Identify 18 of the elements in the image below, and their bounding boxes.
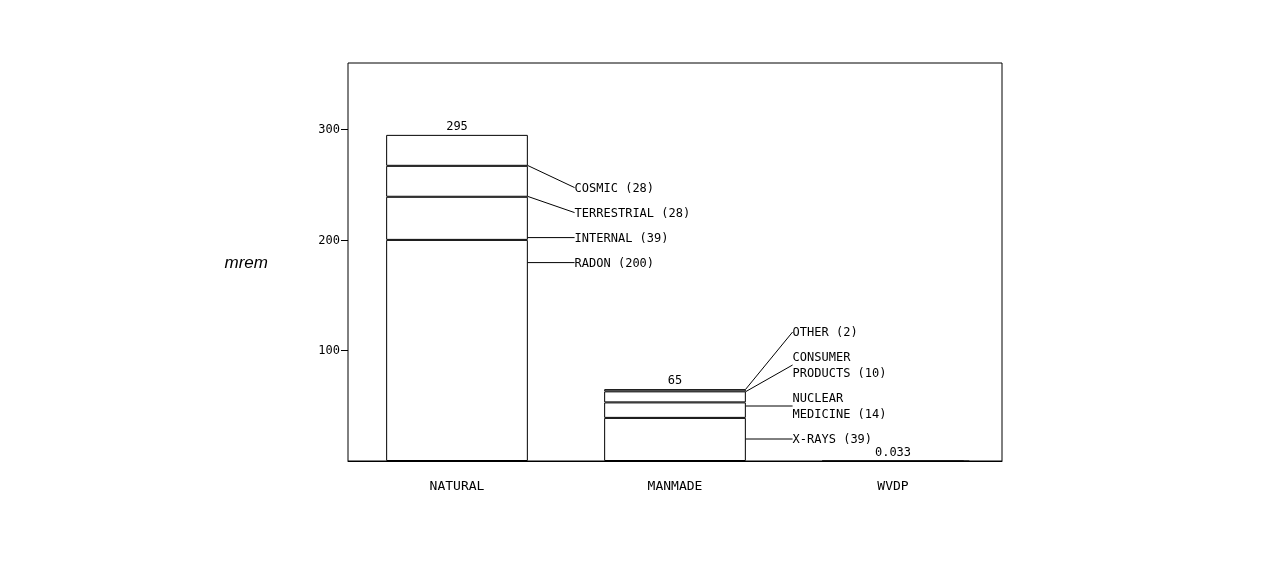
x-tick-label: WVDP (877, 478, 909, 493)
data-label: RADON (200) (574, 255, 655, 270)
data-label: NUCLEAR MEDICINE (14) (792, 391, 887, 421)
total-label: 295 (446, 118, 468, 133)
data-label: X-RAYS (39) (792, 432, 873, 446)
data-label: CONSUMER PRODUCTS (10) (792, 350, 887, 380)
total-label: 65 (667, 373, 683, 388)
data-label: OTHER (2) (792, 325, 858, 339)
data-label: TERRESTRIAL (28) (574, 205, 691, 220)
y-axis-title: mrem (224, 252, 268, 272)
x-tick-label: NATURAL (429, 478, 485, 493)
x-tick-label: MANMADE (647, 478, 703, 493)
data-label: COSMIC (28) (574, 180, 655, 195)
y-tick-label: 100 (318, 343, 340, 358)
total-label: 0.033 (874, 444, 912, 459)
data-label: INTERNAL (39) (574, 230, 669, 245)
y-tick-label: 300 (318, 122, 340, 137)
y-tick-label: 200 (318, 232, 340, 247)
